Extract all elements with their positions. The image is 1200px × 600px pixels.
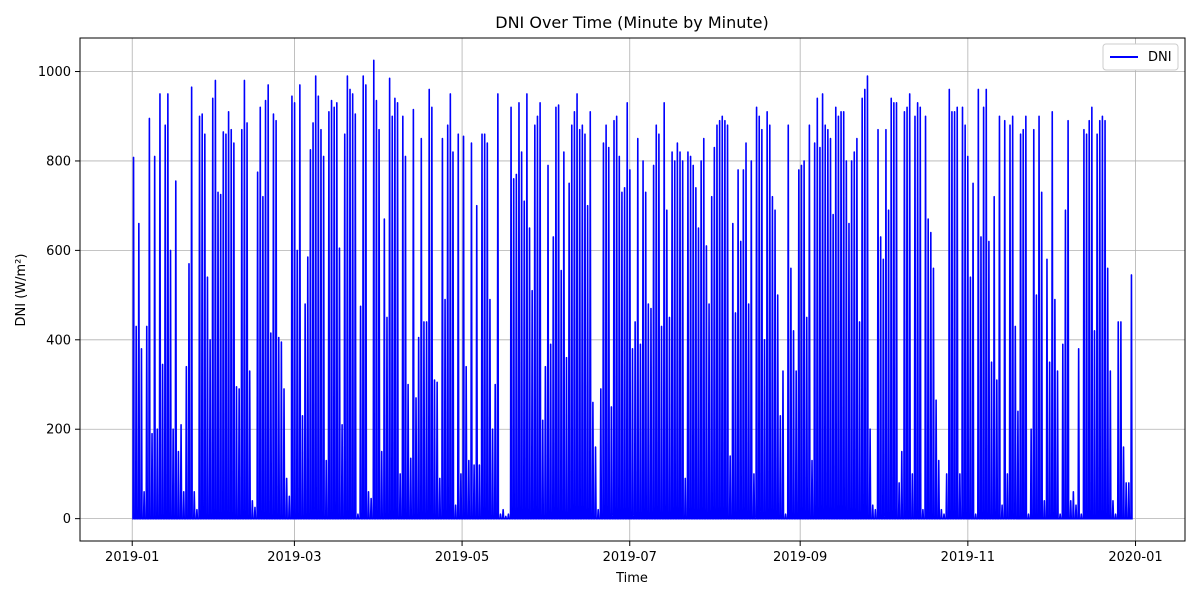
y-axis-ticks: 0 200 400 600 800 1000 [38, 65, 80, 527]
x-tick-label: 2020-01 [1108, 550, 1162, 565]
y-tick-label: 0 [63, 512, 71, 527]
y-tick-label: 600 [46, 244, 71, 259]
series-layer [132, 59, 1133, 520]
x-tick-label: 2019-09 [773, 550, 827, 565]
x-tick-label: 2019-07 [603, 550, 657, 565]
y-tick-label: 400 [46, 333, 71, 348]
y-tick-label: 200 [46, 423, 71, 438]
legend-box [1102, 43, 1179, 71]
legend: DNI [1102, 43, 1179, 71]
x-tick-label: 2019-05 [435, 550, 489, 565]
x-tick-label: 2019-03 [267, 550, 321, 565]
plot-area-frame [79, 37, 1186, 542]
x-tick-label: 2019-01 [105, 550, 159, 565]
x-tick-label: 2019-11 [941, 550, 995, 565]
x-axis-ticks: 2019-01 2019-03 2019-05 2019-07 2019-09 2019-… [105, 541, 1163, 565]
legend-label-dni: DNI [1148, 50, 1172, 65]
y-tick-label: 1000 [38, 65, 71, 80]
x-axis-title: Time [615, 571, 648, 586]
y-axis-title: DNI (W/m²) [14, 254, 29, 327]
chart-title: DNI Over Time (Minute by Minute) [495, 13, 768, 32]
y-tick-label: 800 [46, 154, 71, 169]
series-line-dni [132, 59, 1133, 520]
